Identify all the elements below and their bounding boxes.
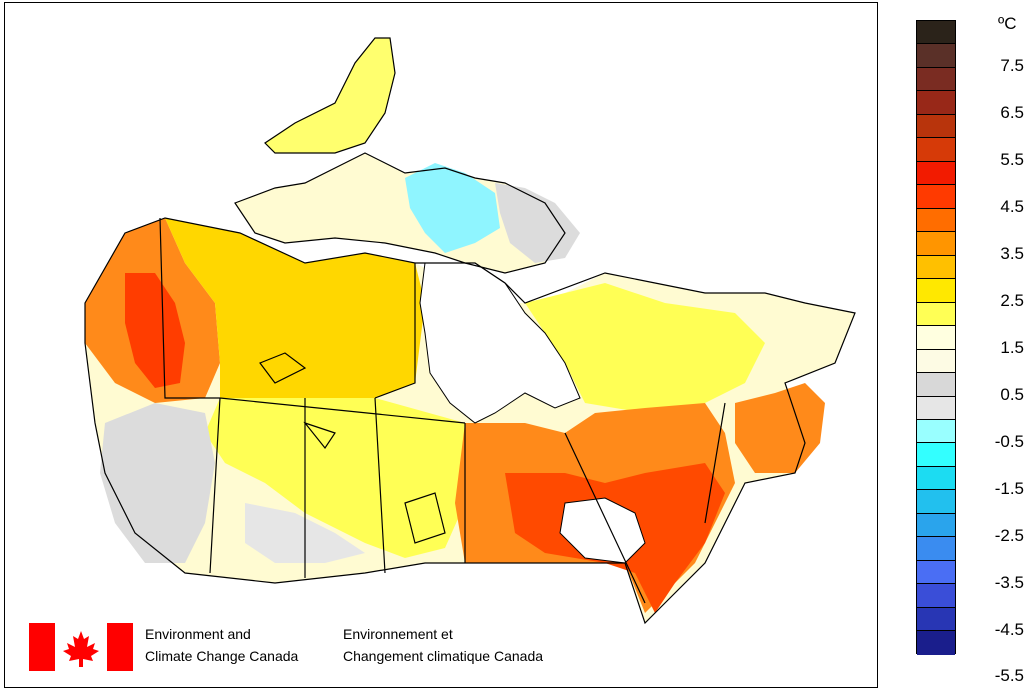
legend-tick-label: 1.5	[1000, 337, 1024, 357]
legend-swatch	[917, 138, 955, 162]
legend-swatch	[917, 232, 955, 256]
yukon-core	[125, 273, 185, 388]
bc-grey	[100, 403, 215, 563]
legend-swatch	[917, 44, 955, 68]
legend-swatch	[917, 631, 955, 655]
legend-swatch	[917, 443, 955, 467]
legend-swatch	[917, 302, 955, 327]
legend-swatch	[917, 279, 955, 303]
legend-swatch	[917, 161, 955, 186]
org-en-line2: Climate Change Canada	[145, 648, 299, 664]
legend-swatch	[917, 513, 955, 538]
great-lakes	[559, 497, 646, 564]
legend-tick-label: -4.5	[994, 619, 1024, 639]
legend-tick-label: 7.5	[1000, 55, 1024, 75]
legend-swatch	[917, 208, 955, 233]
legend-swatch	[917, 185, 955, 209]
legend-colorbar	[916, 20, 956, 655]
legend-tick-label: -1.5	[994, 478, 1024, 498]
legend-swatch	[917, 419, 955, 444]
anomaly-fields	[85, 38, 855, 623]
prairie-yellow	[205, 398, 465, 558]
org-name-english: Environment and Climate Change Canada	[145, 623, 298, 667]
legend-swatch	[917, 91, 955, 115]
legend-tick-label: 3.5	[1000, 243, 1024, 263]
hudson-bay	[419, 262, 581, 424]
legend-swatch	[917, 326, 955, 350]
legend-swatch	[917, 255, 955, 280]
color-legend: ºC 7.5 6.5 5.5 4.5 3.5 2.5 1.5 0.5 -0.5 -1.5 -2.5 -…	[912, 14, 1024, 685]
legend-swatch	[917, 21, 955, 45]
legend-unit: ºC	[998, 14, 1017, 33]
arctic-islands	[235, 153, 565, 273]
borders	[84, 37, 856, 625]
map-panel: Environment and Climate Change Canada En…	[4, 2, 878, 688]
country-outline	[84, 217, 856, 625]
legend-swatch	[917, 537, 955, 561]
org-fr-line2: Changement climatique Canada	[343, 648, 544, 664]
legend-tick-label: 0.5	[1000, 384, 1024, 404]
org-signature: Environment and Climate Change Canada En…	[29, 621, 629, 673]
arctic-outline	[234, 37, 566, 274]
org-en-line1: Environment and	[145, 626, 251, 642]
nwt-yellow	[165, 218, 425, 398]
canada-flag-icon	[29, 623, 133, 671]
legend-tick-label: 5.5	[1000, 149, 1024, 169]
legend-swatch	[917, 584, 955, 608]
legend-tick-label: 2.5	[1000, 290, 1024, 310]
legend-swatch	[917, 114, 955, 139]
baffin-cyan	[405, 163, 500, 253]
legend-tick-label: 6.5	[1000, 102, 1024, 122]
org-name-french: Environnement et Changement climatique C…	[343, 623, 543, 667]
legend-swatch	[917, 373, 955, 397]
legend-swatch	[917, 349, 955, 374]
legend-tick-label: -3.5	[994, 572, 1024, 592]
canada-temperature-map	[84, 37, 856, 625]
legend-swatch	[917, 396, 955, 420]
ellesmere	[265, 38, 395, 153]
legend-swatch	[917, 560, 955, 585]
legend-swatch	[917, 490, 955, 514]
legend-swatch	[917, 466, 955, 491]
quebec-yellow	[525, 283, 765, 413]
provincial-borders	[159, 217, 726, 604]
legend-tick-label: -2.5	[994, 525, 1024, 545]
legend-tick-label: 4.5	[1000, 196, 1024, 216]
lakes-outline	[259, 352, 446, 544]
legend-tick-label: -5.5	[994, 666, 1024, 686]
legend-swatch	[917, 607, 955, 632]
legend-swatch	[917, 67, 955, 92]
org-fr-line1: Environnement et	[343, 626, 453, 642]
legend-tick-label: -0.5	[994, 431, 1024, 451]
